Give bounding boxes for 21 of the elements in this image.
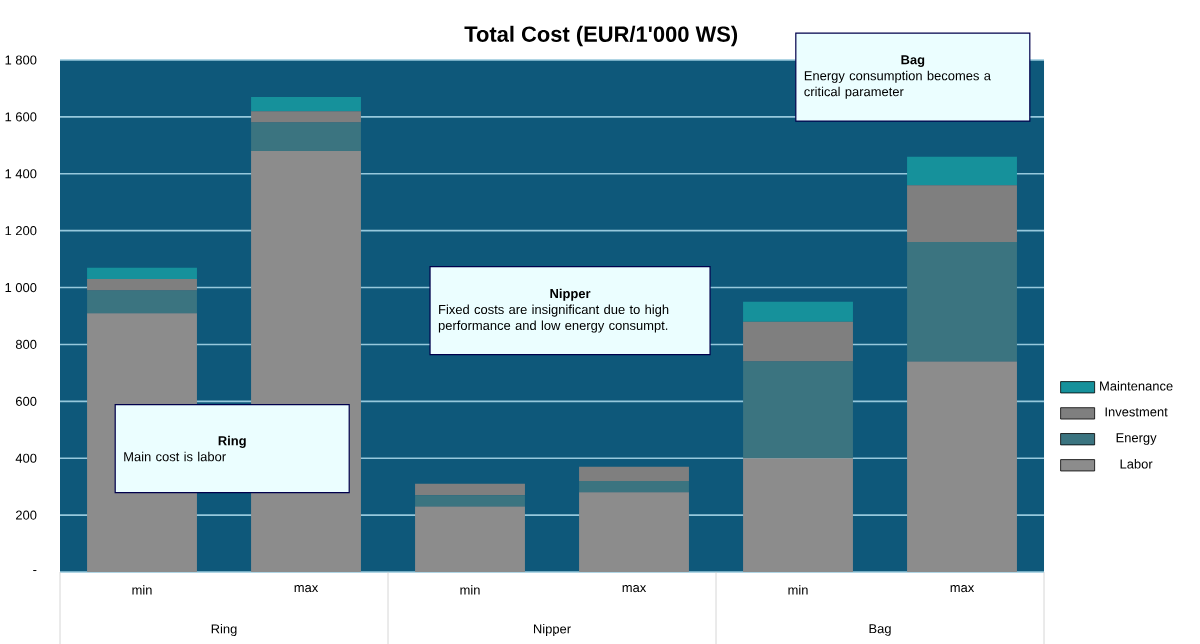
bar (743, 458, 853, 572)
bar (87, 290, 197, 314)
bar (415, 506, 525, 572)
bar (579, 480, 689, 493)
bar (579, 466, 689, 481)
bar (251, 96, 361, 112)
bar (415, 495, 525, 507)
bar (907, 242, 1017, 362)
bar (907, 361, 1017, 572)
bar (87, 279, 197, 291)
bar (743, 301, 853, 322)
bar (743, 321, 853, 362)
bar (907, 185, 1017, 243)
bar (251, 122, 361, 152)
bar (743, 361, 853, 459)
bar (415, 483, 525, 496)
bar (907, 156, 1017, 186)
bar (251, 111, 361, 123)
chart-title: Total Cost (EUR/1'000 WS) (464, 25, 738, 47)
bar (87, 267, 197, 280)
bar (579, 492, 689, 572)
